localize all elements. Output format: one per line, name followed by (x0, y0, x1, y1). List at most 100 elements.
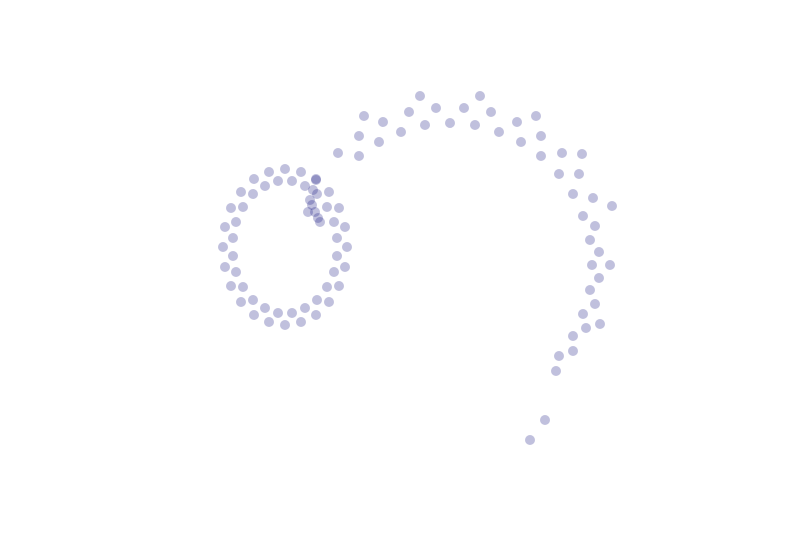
point (238, 282, 248, 292)
point (313, 213, 323, 223)
point (264, 167, 274, 177)
point (459, 103, 469, 113)
point (536, 131, 546, 141)
point (590, 299, 600, 309)
point (587, 260, 597, 270)
point (512, 117, 522, 127)
point (312, 295, 322, 305)
point (568, 331, 578, 341)
point (590, 221, 600, 231)
point (220, 262, 230, 272)
point (311, 310, 321, 320)
point (540, 415, 550, 425)
point (334, 203, 344, 213)
point (578, 211, 588, 221)
point (445, 118, 455, 128)
point (332, 233, 342, 243)
point (311, 174, 321, 184)
point (588, 193, 598, 203)
point (332, 251, 342, 261)
point (340, 222, 350, 232)
point (551, 366, 561, 376)
point (273, 308, 283, 318)
point (324, 187, 334, 197)
point (260, 181, 270, 191)
point (516, 137, 526, 147)
point (536, 151, 546, 161)
point (305, 195, 315, 205)
point (557, 148, 567, 158)
point (228, 251, 238, 261)
point (315, 217, 325, 227)
point (605, 260, 615, 270)
point (595, 319, 605, 329)
point (581, 323, 591, 333)
point (303, 207, 313, 217)
point (554, 351, 564, 361)
point (264, 317, 274, 327)
point (359, 111, 369, 121)
point (236, 297, 246, 307)
point (308, 185, 318, 195)
point (594, 247, 604, 257)
point (307, 200, 317, 210)
point (329, 217, 339, 227)
point (378, 117, 388, 127)
point (310, 207, 320, 217)
point (218, 242, 228, 252)
point (594, 273, 604, 283)
point (577, 149, 587, 159)
point (260, 303, 270, 313)
point (273, 176, 283, 186)
point (470, 120, 480, 130)
point (300, 303, 310, 313)
point (374, 137, 384, 147)
point (329, 267, 339, 277)
point (296, 317, 306, 327)
point (525, 435, 535, 445)
point (312, 189, 322, 199)
point (340, 262, 350, 272)
point (585, 285, 595, 295)
point (311, 175, 321, 185)
point (578, 309, 588, 319)
point (475, 91, 485, 101)
point (287, 176, 297, 186)
point (354, 131, 364, 141)
point (568, 346, 578, 356)
point (231, 267, 241, 277)
point (431, 103, 441, 113)
point (280, 320, 290, 330)
point (585, 235, 595, 245)
point (231, 217, 241, 227)
point (554, 169, 564, 179)
point (322, 202, 332, 212)
point (287, 308, 297, 318)
point (220, 222, 230, 232)
point (300, 181, 310, 191)
point (404, 107, 414, 117)
point (238, 202, 248, 212)
point (226, 281, 236, 291)
point (249, 310, 259, 320)
point (236, 187, 246, 197)
point (248, 295, 258, 305)
point (574, 169, 584, 179)
point (333, 148, 343, 158)
point (531, 111, 541, 121)
point (334, 281, 344, 291)
point (354, 151, 364, 161)
point (280, 164, 290, 174)
point (420, 120, 430, 130)
point (415, 91, 425, 101)
point (342, 242, 352, 252)
point (396, 127, 406, 137)
point (324, 297, 334, 307)
point (226, 203, 236, 213)
point (494, 127, 504, 137)
point (228, 233, 238, 243)
point (296, 167, 306, 177)
point (607, 201, 617, 211)
